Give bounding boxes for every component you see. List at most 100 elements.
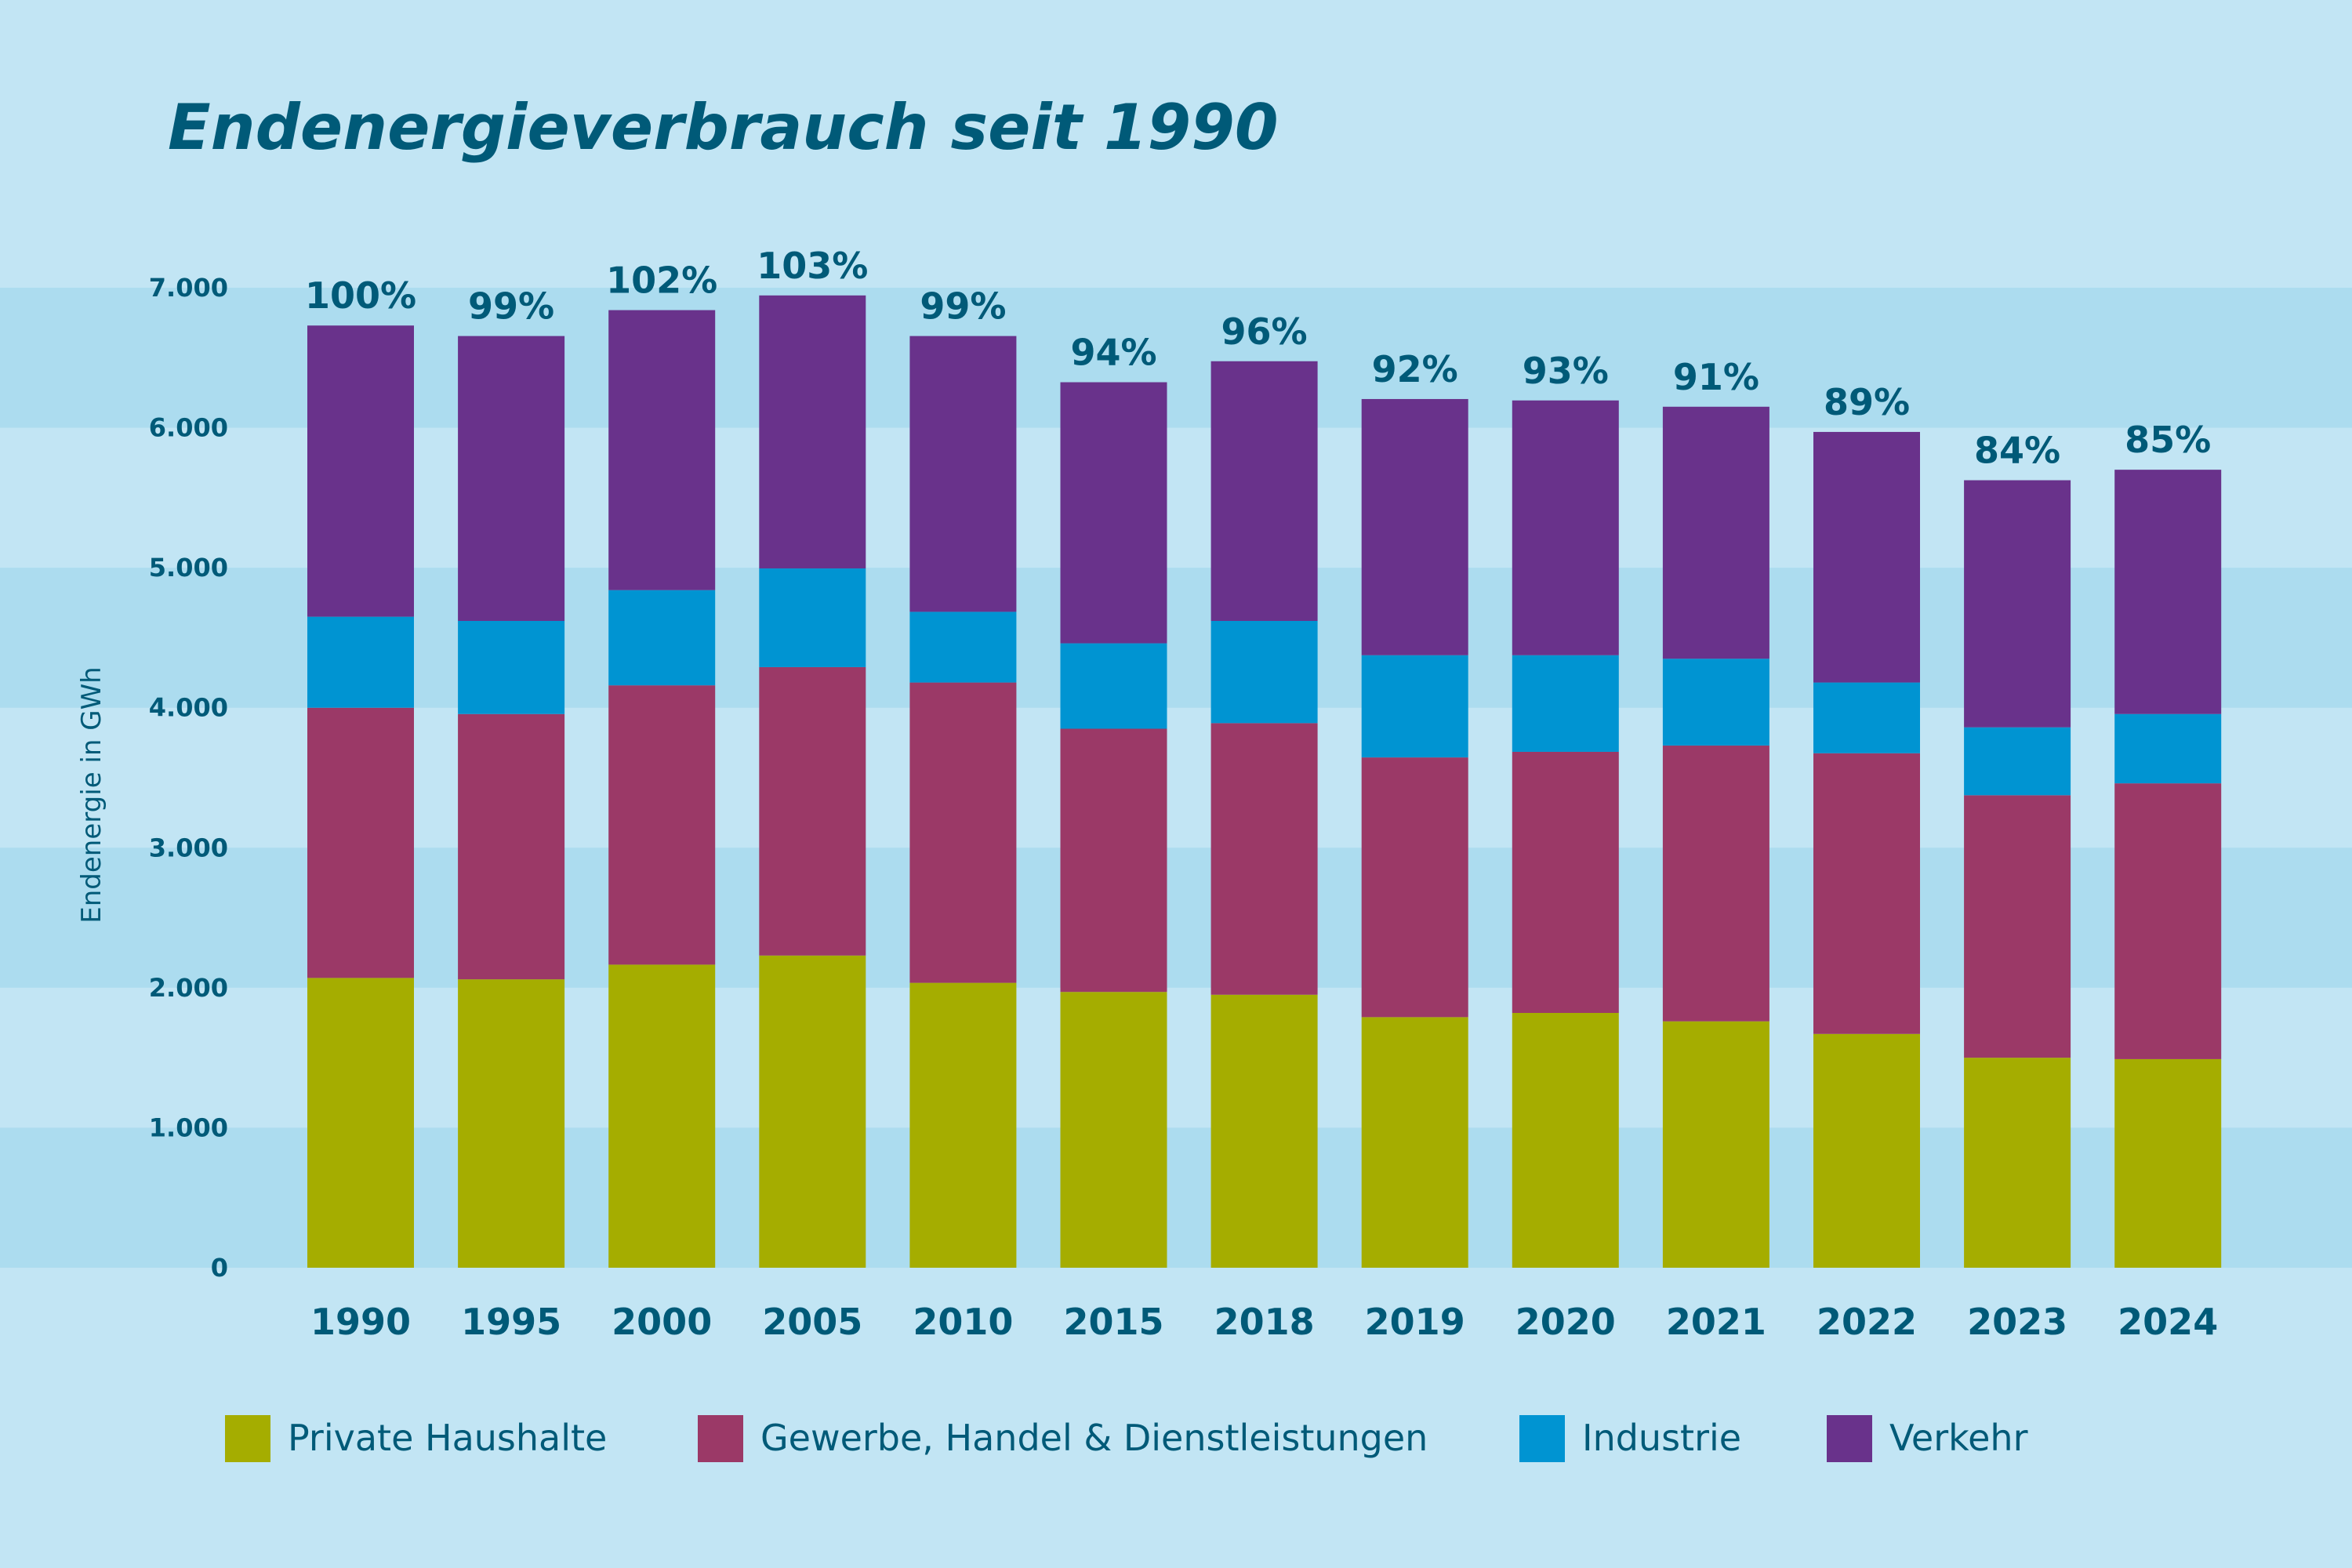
bar-segment — [909, 336, 1017, 612]
x-tick-label: 2018 — [1214, 1301, 1315, 1343]
legend-item: Gewerbe, Handel & Dienstleistungen — [698, 1415, 1428, 1462]
bar-segment — [2114, 713, 2222, 784]
bar-segment — [1060, 382, 1167, 644]
x-tick-label: 2000 — [612, 1301, 712, 1343]
bar-segment — [458, 621, 565, 714]
bar-segment — [307, 978, 414, 1268]
x-tick-label: 2024 — [2118, 1301, 2218, 1343]
y-tick-label: 5.000 — [149, 553, 228, 583]
bar-segment — [1060, 992, 1167, 1268]
bar-segment — [1813, 682, 1920, 753]
bar-segment — [1361, 757, 1468, 1018]
bar-segment — [307, 707, 414, 978]
legend-label: Verkehr — [1889, 1417, 2028, 1459]
bar-segment — [1662, 406, 1769, 659]
bar-group-1995: 99% 1995 — [458, 285, 565, 1343]
x-tick-label: 2010 — [913, 1301, 1013, 1343]
bar-segment — [759, 666, 866, 956]
x-tick-label: 2015 — [1063, 1301, 1163, 1343]
x-tick-label: 1995 — [461, 1301, 561, 1343]
legend-label: Gewerbe, Handel & Dienstleistungen — [760, 1417, 1428, 1459]
bar-group-2018: 96% 2018 — [1210, 310, 1318, 1343]
bar-segment — [1813, 431, 1920, 683]
bar-segment — [759, 955, 866, 1268]
bar-percent-label: 102% — [606, 260, 717, 302]
bar-percent-label: 96% — [1221, 310, 1308, 353]
bar-segment — [458, 979, 565, 1268]
bar-segment — [1813, 1033, 1920, 1268]
bar-segment — [1210, 621, 1318, 724]
bar-group-2020: 93% 2020 — [1512, 350, 1619, 1343]
bar-segment — [1210, 723, 1318, 995]
y-tick-label: 7.000 — [149, 273, 228, 303]
y-axis-label: Endenergie in GWh — [76, 666, 107, 923]
x-tick-label: 2023 — [1967, 1301, 2067, 1343]
bar-segment — [1060, 643, 1167, 729]
legend-swatch — [1827, 1415, 1872, 1462]
bar-segment — [759, 568, 866, 667]
bar-percent-label: 84% — [1974, 430, 2060, 472]
chart-title: Endenergieverbrauch seit 1990 — [168, 91, 1279, 164]
bar-segment — [1512, 1013, 1619, 1268]
legend-label: Private Haushalte — [288, 1417, 607, 1459]
bar-segment — [608, 964, 716, 1268]
bar-group-2024: 85% 2024 — [2114, 419, 2222, 1343]
x-tick-label: 2019 — [1365, 1301, 1465, 1343]
bar-segment — [2114, 470, 2222, 714]
bar-segment — [1964, 727, 2071, 796]
bar-segment — [1662, 745, 1769, 1022]
y-tick-label: 2.000 — [149, 973, 228, 1003]
y-tick-label: 3.000 — [149, 833, 228, 862]
bar-segment — [759, 295, 866, 569]
x-tick-label: 2020 — [1515, 1301, 1616, 1343]
bar-segment — [1361, 1017, 1468, 1268]
bar-segment — [458, 336, 565, 621]
bar-segment — [1512, 400, 1619, 655]
bar-group-2015: 94% 2015 — [1060, 332, 1167, 1343]
legend-label: Industrie — [1582, 1417, 1741, 1459]
bar-segment — [1964, 480, 2071, 728]
bar-segment — [909, 982, 1017, 1268]
bar-percent-label: 94% — [1070, 332, 1156, 374]
bar-segment — [608, 685, 716, 965]
bar-percent-label: 99% — [920, 285, 1006, 328]
bar-group-2000: 102% 2000 — [606, 260, 717, 1343]
bar-percent-label: 100% — [305, 274, 416, 317]
x-tick-label: 1990 — [310, 1301, 411, 1343]
bar-percent-label: 92% — [1372, 348, 1458, 390]
bar-percent-label: 91% — [1673, 356, 1759, 398]
y-tick-label: 6.000 — [149, 413, 228, 443]
bar-segment — [2114, 783, 2222, 1059]
bar-segment — [1964, 1058, 2071, 1268]
legend-item: Industrie — [1519, 1415, 1741, 1462]
x-tick-label: 2005 — [762, 1301, 862, 1343]
bar-percent-label: 103% — [757, 245, 868, 287]
bar-segment — [1512, 655, 1619, 752]
bar-segment — [608, 590, 716, 686]
legend-swatch — [1519, 1415, 1565, 1462]
x-tick-label: 2022 — [1817, 1301, 1917, 1343]
bar-group-2005: 103% 2005 — [757, 245, 868, 1343]
bar-group-2021: 91% 2021 — [1662, 356, 1769, 1343]
bar-segment — [307, 616, 414, 708]
bar-segment — [909, 682, 1017, 983]
bar-segment — [1060, 728, 1167, 993]
bar-segment — [1662, 659, 1769, 746]
bar-segment — [1210, 994, 1318, 1268]
legend-item: Private Haushalte — [225, 1415, 607, 1462]
bar-group-2022: 89% 2022 — [1813, 381, 1920, 1343]
bar-segment — [2114, 1058, 2222, 1268]
legend-swatch — [698, 1415, 743, 1462]
bar-percent-label: 89% — [1824, 381, 1910, 423]
bar-segment — [1512, 751, 1619, 1013]
bar-percent-label: 93% — [1523, 350, 1609, 392]
legend-swatch — [225, 1415, 270, 1462]
bar-segment — [1361, 398, 1468, 655]
bar-segment — [307, 325, 414, 617]
bar-segment — [1662, 1021, 1769, 1268]
x-tick-label: 2021 — [1666, 1301, 1766, 1343]
bar-segment — [1813, 753, 1920, 1034]
y-tick-label: 1.000 — [149, 1112, 228, 1142]
bar-segment — [458, 713, 565, 980]
